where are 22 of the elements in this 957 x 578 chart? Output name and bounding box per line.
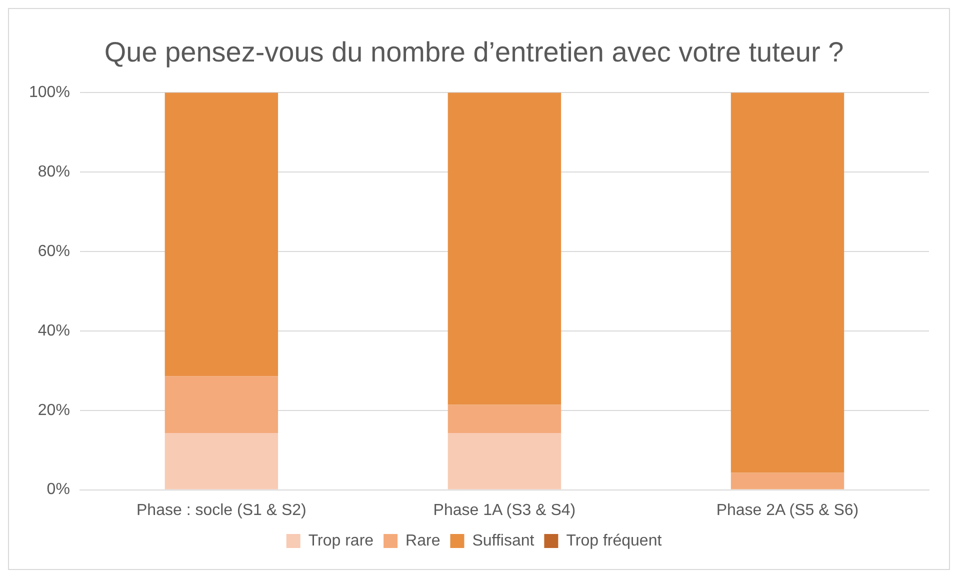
bar <box>164 433 278 490</box>
legend-label: Rare <box>406 532 440 550</box>
y-tick-label: 20% <box>38 402 70 419</box>
bar <box>448 92 562 405</box>
bar <box>730 472 844 490</box>
bar <box>448 433 562 490</box>
y-tick-label: 80% <box>38 163 70 180</box>
y-tick-label: 0% <box>46 481 70 498</box>
bar <box>448 404 562 433</box>
bar <box>164 376 278 433</box>
legend-label: Suffisant <box>472 532 535 550</box>
bar <box>164 92 278 376</box>
legend-label: Trop fréquent <box>566 532 662 550</box>
y-tick-label: 60% <box>38 242 70 260</box>
x-tick-label: Phase : socle (S1 & S2) <box>136 502 306 519</box>
y-tick-label: 40% <box>38 322 70 340</box>
legend-label: Trop rare <box>308 532 374 550</box>
chart-title: Que pensez-vous du nombre d’entretien avec votre tuteur ? <box>104 36 844 68</box>
y-tick-label: 100% <box>29 84 70 102</box>
x-tick-label: Phase 1A (S3 & S4) <box>433 502 576 519</box>
bar <box>730 92 844 473</box>
x-tick-label: Phase 2A (S5 & S6) <box>716 502 859 519</box>
